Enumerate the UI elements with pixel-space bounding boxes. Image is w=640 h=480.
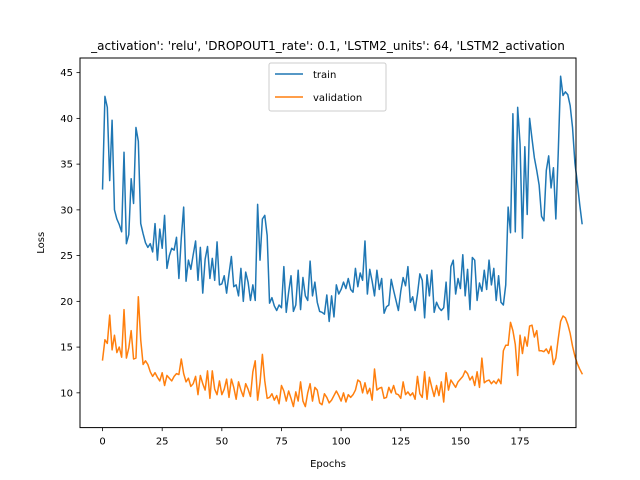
y-tick-label: 20 [60, 297, 73, 308]
legend-label-train: train [313, 70, 336, 81]
legend-label-validation: validation [313, 93, 362, 104]
y-tick-label: 25 [60, 251, 73, 262]
y-tick-label: 10 [60, 388, 73, 399]
x-tick-label: 150 [451, 437, 470, 448]
series-line-validation [101, 296, 584, 408]
x-tick-label: 100 [332, 437, 351, 448]
y-tick-label: 40 [60, 114, 73, 125]
legend-box [268, 62, 387, 112]
y-axis-label: Loss [36, 232, 47, 254]
y-tick-label: 30 [60, 205, 73, 216]
plot-area [79, 57, 584, 429]
legend: train validation [268, 62, 387, 112]
y-tick-label: 15 [60, 343, 73, 354]
chart-title: _activation': 'relu', 'DROPOUT1_rate': 0… [90, 39, 565, 53]
x-axis-ticks: 0 25 50 75 100 125 150 175 [99, 427, 530, 448]
x-tick-label: 50 [215, 437, 228, 448]
y-axis-ticks: 10 15 20 25 30 35 40 45 [60, 68, 80, 399]
plot-frame [79, 57, 577, 429]
x-tick-label: 175 [511, 437, 530, 448]
x-tick-label: 25 [156, 437, 169, 448]
series-layer [101, 75, 584, 408]
x-tick-label: 75 [275, 437, 288, 448]
x-tick-label: 0 [99, 437, 105, 448]
x-axis-label: Epochs [310, 459, 346, 470]
y-tick-label: 45 [60, 68, 73, 79]
y-tick-label: 35 [60, 160, 73, 171]
series-line-train [101, 75, 583, 323]
x-tick-label: 125 [391, 437, 410, 448]
